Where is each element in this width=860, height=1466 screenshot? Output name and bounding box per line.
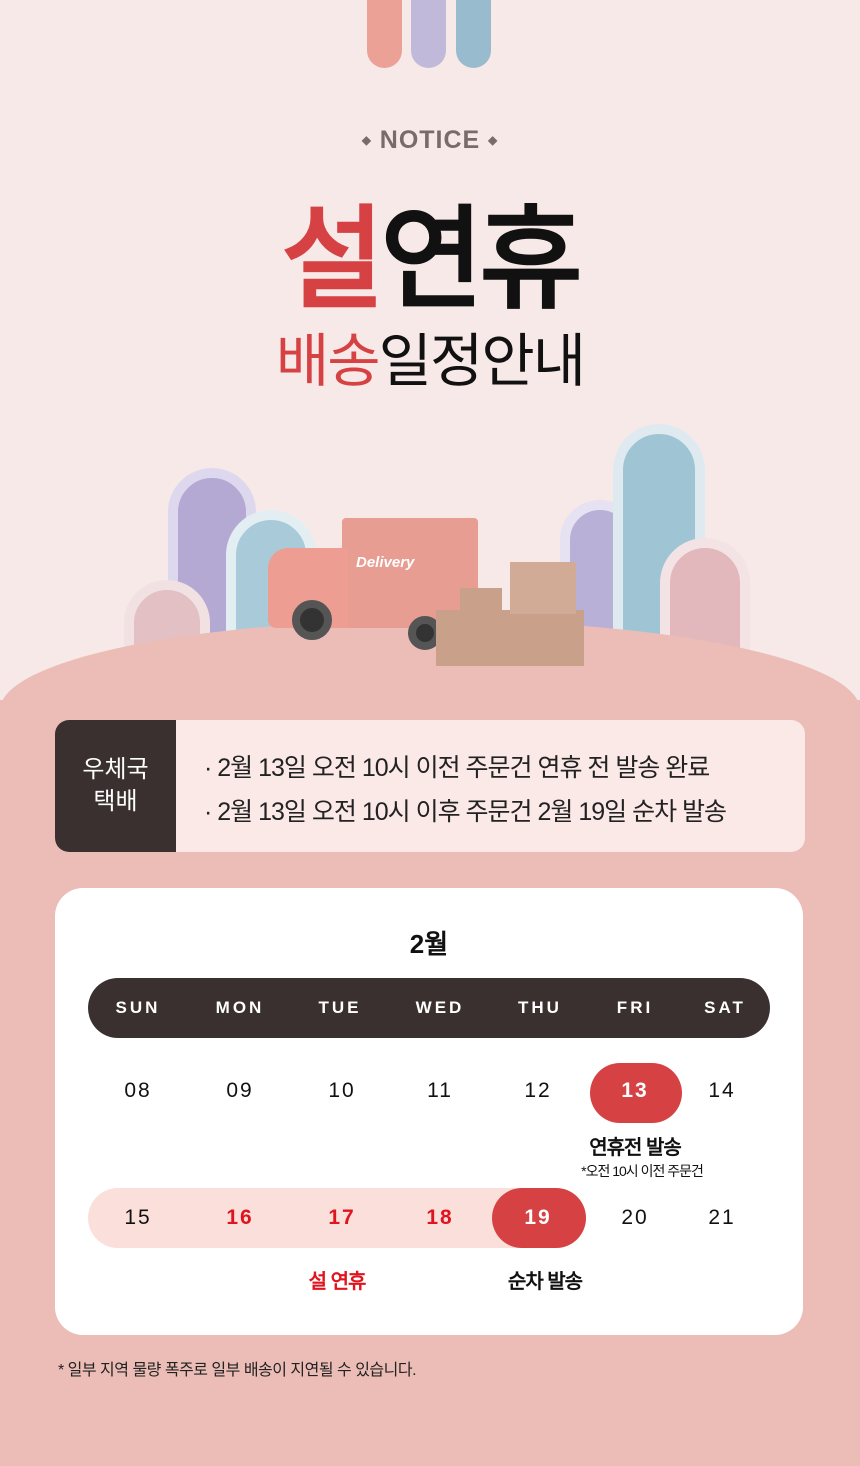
calendar-day: 17: [328, 1206, 356, 1229]
calendar-day: 19: [524, 1206, 552, 1229]
calendar-day: 12: [524, 1079, 552, 1102]
calendar-day: 15: [124, 1206, 152, 1229]
carrier-label: 우체국 택배: [55, 720, 176, 852]
footnote: * 일부 지역 물량 폭주로 일부 배송이 지연될 수 있습니다.: [58, 1362, 417, 1379]
calendar-day: 13: [621, 1079, 649, 1102]
truck-wheel: [292, 600, 332, 640]
weekday-sat: SAT: [704, 998, 746, 1017]
label-pre-holiday-ship: 연휴전 발송: [589, 1137, 682, 1159]
weekday-wed: WED: [415, 998, 465, 1017]
box-icon: [460, 588, 502, 618]
calendar-day: 09: [226, 1079, 254, 1102]
page-title: 설연휴: [281, 197, 582, 322]
calendar-day: 11: [427, 1079, 453, 1102]
weekday-fri: FRI: [616, 998, 654, 1017]
truck-text: Delivery: [356, 554, 415, 571]
box-icon: [436, 610, 584, 666]
box-icon: [510, 562, 576, 614]
truck-body: Delivery: [342, 518, 478, 628]
calendar-day: 21: [708, 1206, 736, 1229]
weekday-thu: THU: [518, 998, 562, 1017]
note-before-10am: *오전 10시 이전 주문건: [581, 1163, 704, 1179]
calendar-day: 10: [328, 1079, 356, 1102]
weekday-sun: SUN: [115, 998, 161, 1017]
decor-bar-blue: [456, 0, 491, 68]
calendar-month: 2월: [409, 929, 449, 959]
decor-bar-pink: [367, 0, 402, 68]
weekday-tue: TUE: [318, 998, 362, 1017]
weekday-mon: MON: [215, 998, 265, 1017]
delivery-illustration: Delivery: [0, 420, 860, 720]
info-line: · 2월 13일 오전 10시 이후 주문건 2월 19일 순차 발송: [204, 798, 727, 826]
label-sequential-ship: 순차 발송: [507, 1271, 583, 1293]
weekday-header: SUN MON TUE WED THU FRI SAT: [88, 978, 770, 1038]
notice-label: ⬩ NOTICE ⬩: [361, 126, 499, 154]
calendar-card: 2월 SUN MON TUE WED THU FRI SAT 08 09 10 11 1…: [55, 888, 803, 1335]
info-line: · 2월 13일 오전 10시 이전 주문건 연휴 전 발송 완료: [204, 754, 710, 782]
label-holiday: 설 연휴: [308, 1271, 367, 1293]
calendar-day: 08: [124, 1079, 152, 1102]
highlight-19: [492, 1188, 586, 1248]
decor-bar-purple: [411, 0, 446, 68]
calendar-day: 18: [426, 1206, 454, 1229]
highlight-13: [590, 1063, 682, 1123]
calendar-day: 16: [226, 1206, 254, 1229]
shipping-info-box: 우체국 택배 · 2월 13일 오전 10시 이전 주문건 연휴 전 발송 완료 …: [55, 720, 805, 852]
page-subtitle: 배송일정안내: [275, 329, 586, 394]
calendar-day: 20: [621, 1206, 649, 1229]
calendar-day: 14: [708, 1079, 736, 1102]
